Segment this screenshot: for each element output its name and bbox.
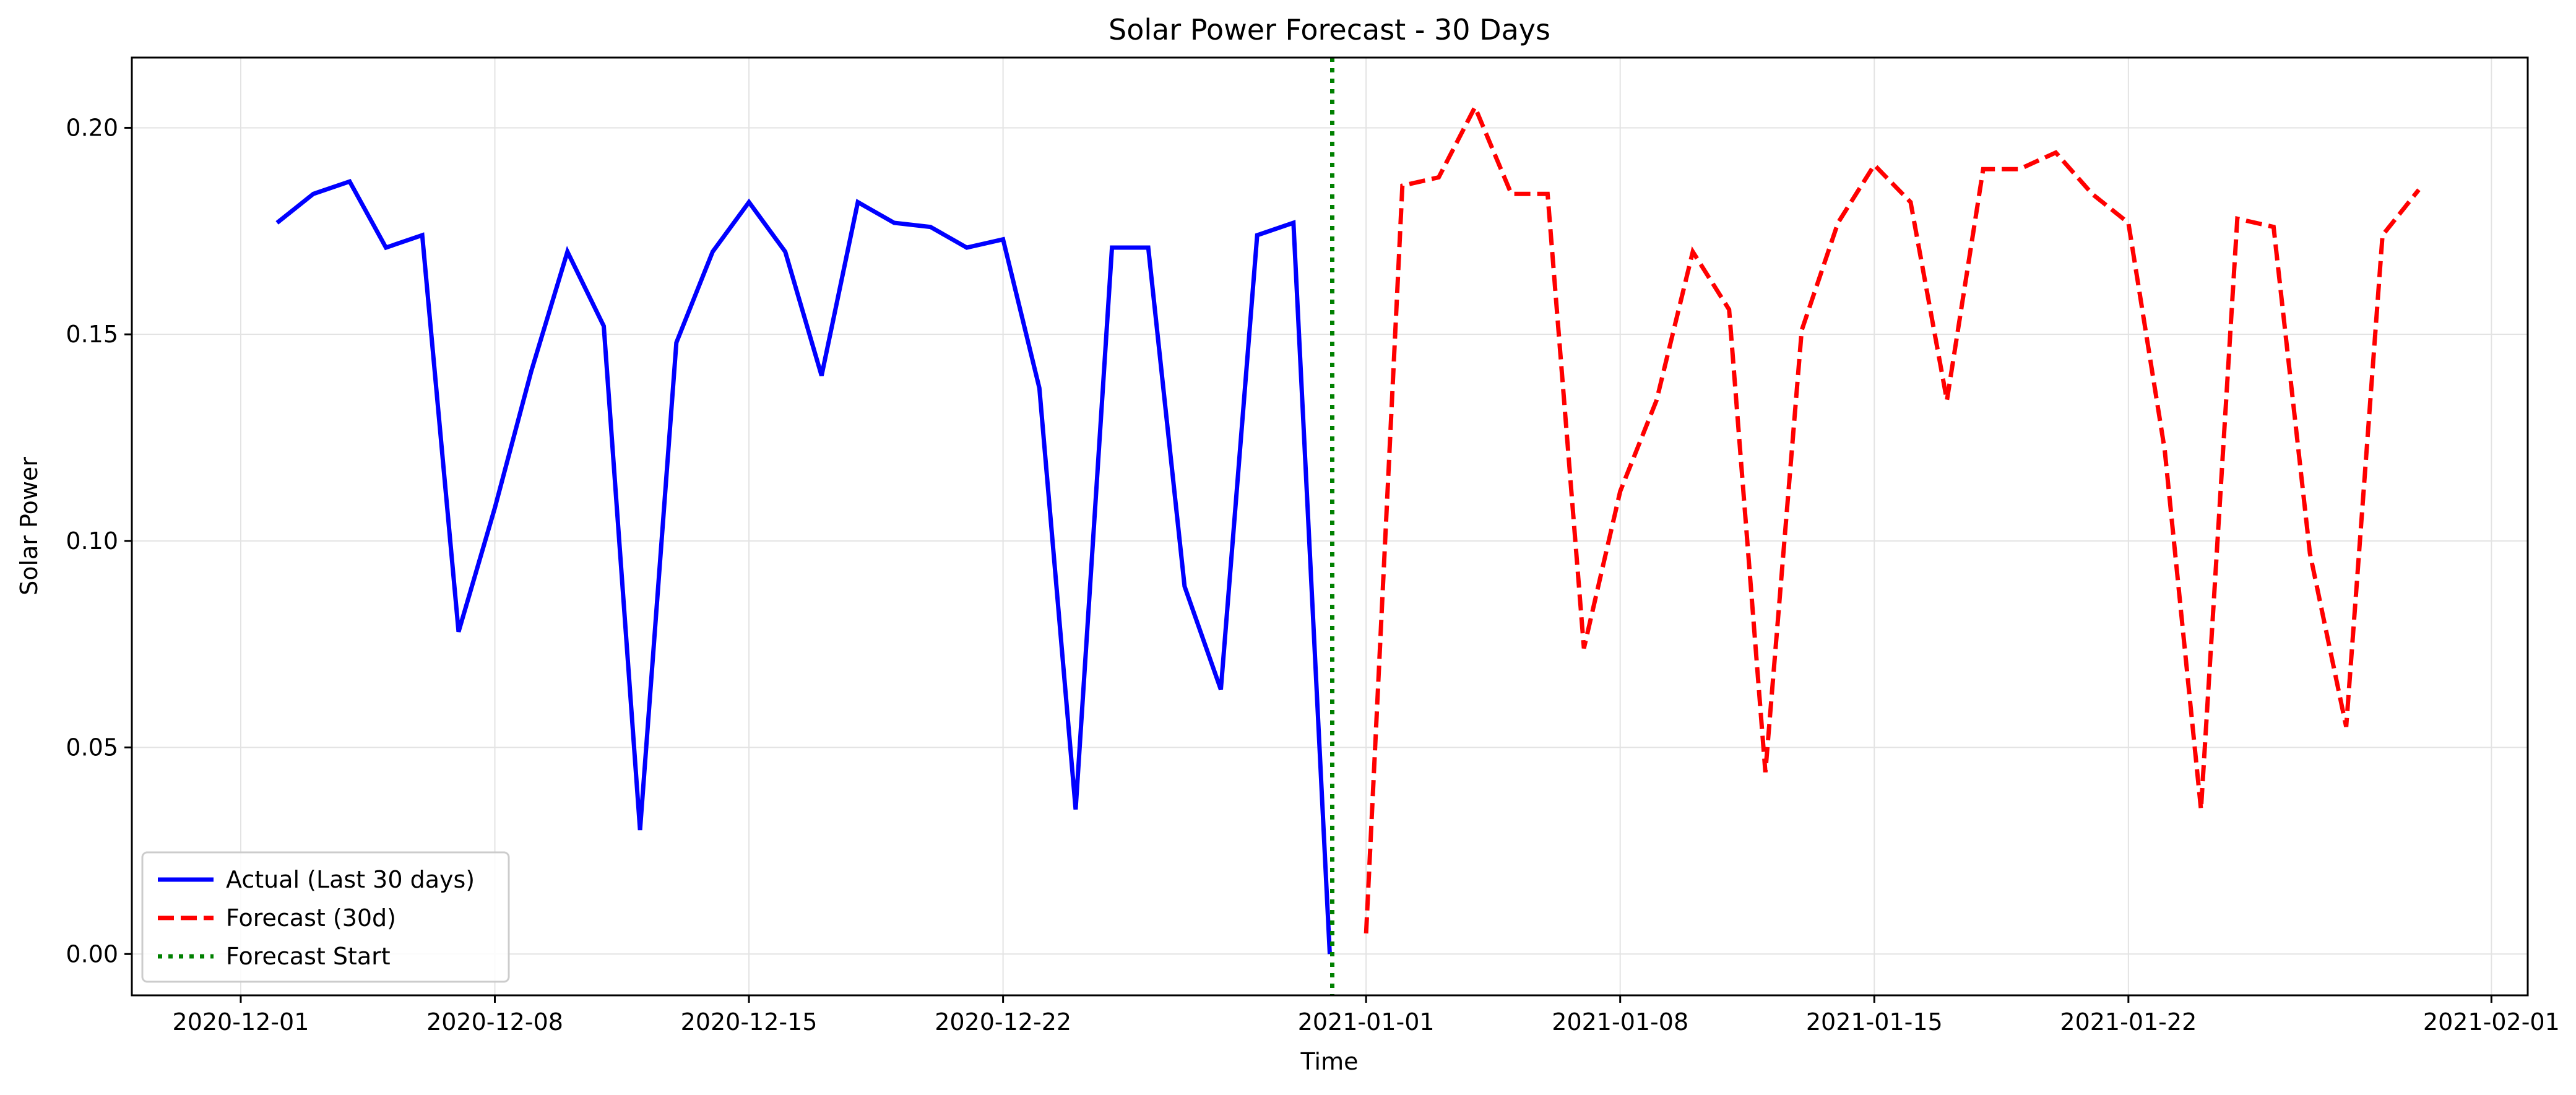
legend-label-forecast-start: Forecast Start [226, 943, 391, 970]
data-point [1438, 177, 1439, 178]
legend: Actual (Last 30 days) Forecast (30d) For… [141, 851, 510, 983]
data-point [531, 371, 532, 372]
data-point [640, 830, 641, 831]
chart-title: Solar Power Forecast - 30 Days [1109, 13, 1550, 46]
legend-label-actual: Actual (Last 30 days) [226, 866, 475, 893]
data-point [1801, 330, 1802, 331]
data-point [2128, 222, 2129, 223]
y-tick-label: 0.15 [66, 321, 118, 348]
data-point [1983, 169, 1984, 170]
legend-box [141, 851, 510, 983]
y-axis-ticks: 0.00 0.05 0.10 0.15 0.20 [66, 114, 132, 967]
data-point [458, 631, 459, 632]
data-point [1184, 586, 1185, 587]
x-axis-label: Time [1300, 1048, 1359, 1075]
x-tick-label: 2020-12-22 [935, 1008, 1071, 1036]
data-point [1293, 222, 1294, 223]
data-point [1039, 387, 1040, 388]
y-tick-label: 0.20 [66, 114, 118, 141]
series-layer [275, 102, 2421, 954]
x-tick-label: 2021-01-01 [1298, 1008, 1435, 1036]
data-point [1402, 185, 1403, 186]
data-point [1075, 809, 1076, 810]
grid-lines [132, 58, 2528, 995]
series-line-actual [275, 178, 1332, 954]
x-tick-label: 2021-01-22 [2060, 1008, 2197, 1036]
data-point [567, 251, 568, 252]
data-point [2201, 809, 2202, 810]
y-tick-label: 0.10 [66, 527, 118, 555]
plot-frame [131, 56, 2529, 997]
data-point [1765, 772, 1766, 773]
legend-label-forecast: Forecast (30d) [226, 904, 396, 932]
x-tick-label: 2021-01-15 [1806, 1008, 1943, 1036]
data-point [2164, 450, 2165, 451]
series-line-forecast [1364, 102, 2421, 934]
data-point [2055, 152, 2056, 153]
data-point [821, 375, 822, 376]
data-point [349, 181, 350, 182]
x-tick-label: 2021-02-01 [2423, 1008, 2560, 1036]
x-tick-label: 2020-12-08 [426, 1008, 563, 1036]
data-point [712, 251, 713, 252]
x-tick-label: 2020-12-01 [173, 1008, 309, 1036]
x-tick-label: 2020-12-15 [681, 1008, 818, 1036]
y-axis-label: Solar Power [15, 457, 43, 595]
data-point [2019, 169, 2020, 170]
x-axis-ticks: 2020-12-01 2020-12-08 2020-12-15 2020-12-22… [173, 995, 2560, 1036]
y-tick-label: 0.00 [66, 940, 118, 967]
data-point [1475, 107, 1476, 108]
y-tick-label: 0.05 [66, 734, 118, 761]
x-tick-label: 2021-01-08 [1552, 1008, 1688, 1036]
